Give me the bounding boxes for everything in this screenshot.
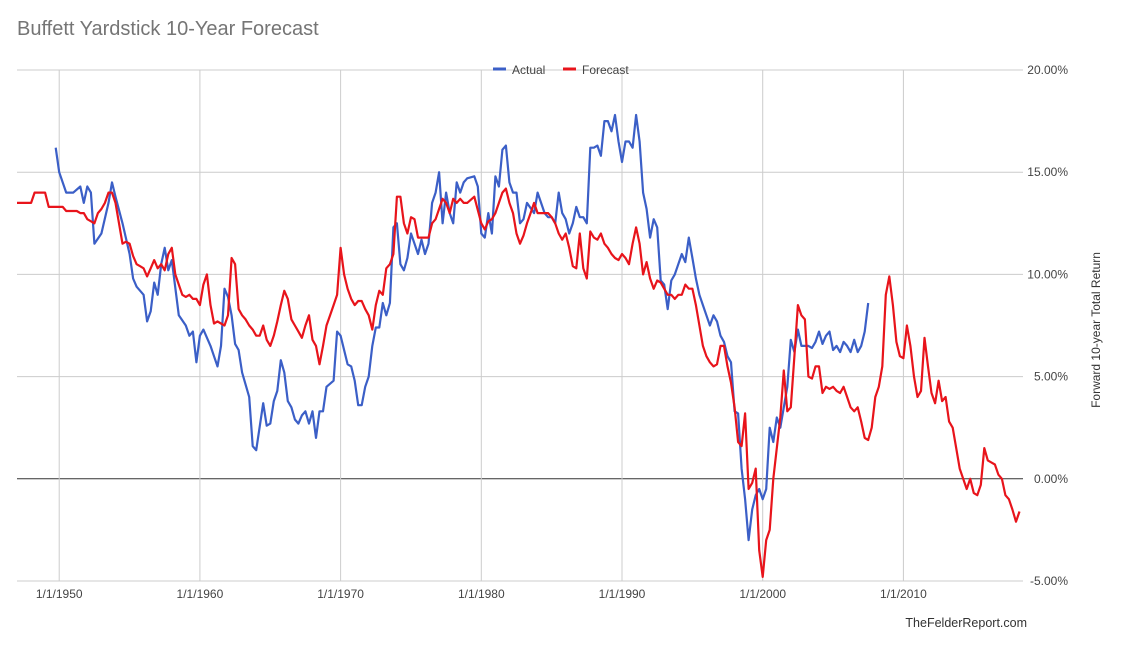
legend-item-forecast: Forecast <box>563 63 629 77</box>
x-tick-label: 1/1/1950 <box>36 587 83 601</box>
x-tick-label: 1/1/1980 <box>458 587 505 601</box>
legend-label: Forecast <box>582 63 629 77</box>
series-line-forecast <box>17 187 1021 578</box>
legend-item-actual: Actual <box>493 63 545 77</box>
series-line-actual <box>54 113 870 542</box>
x-tick-label: 1/1/1960 <box>177 587 224 601</box>
y-tick-label: 15.00% <box>1027 165 1068 179</box>
source-credit: TheFelderReport.com <box>905 616 1027 630</box>
legend: Actual Forecast <box>493 63 629 77</box>
gridlines <box>17 69 1023 582</box>
y-axis: -5.00% 0.00% 5.00% 10.00% 15.00% 20.00% <box>1027 63 1068 588</box>
x-tick-label: 1/1/1970 <box>317 587 364 601</box>
chart-title: Buffett Yardstick 10-Year Forecast <box>17 18 319 40</box>
x-tick-label: 1/1/1990 <box>599 587 646 601</box>
y-tick-label: 20.00% <box>1027 63 1068 77</box>
x-tick-label: 1/1/2000 <box>739 587 786 601</box>
y-axis-title: Forward 10-year Total Return <box>1089 252 1103 408</box>
legend-label: Actual <box>512 63 545 77</box>
x-tick-label: 1/1/2010 <box>880 587 927 601</box>
y-tick-label: 5.00% <box>1034 370 1068 384</box>
y-tick-label: -5.00% <box>1030 574 1068 588</box>
series-lines <box>17 113 1021 578</box>
y-tick-label: 10.00% <box>1027 267 1068 281</box>
x-axis: 1/1/1950 1/1/1960 1/1/1970 1/1/1980 1/1/1990… <box>36 587 927 601</box>
y-tick-label: 0.00% <box>1034 472 1068 486</box>
